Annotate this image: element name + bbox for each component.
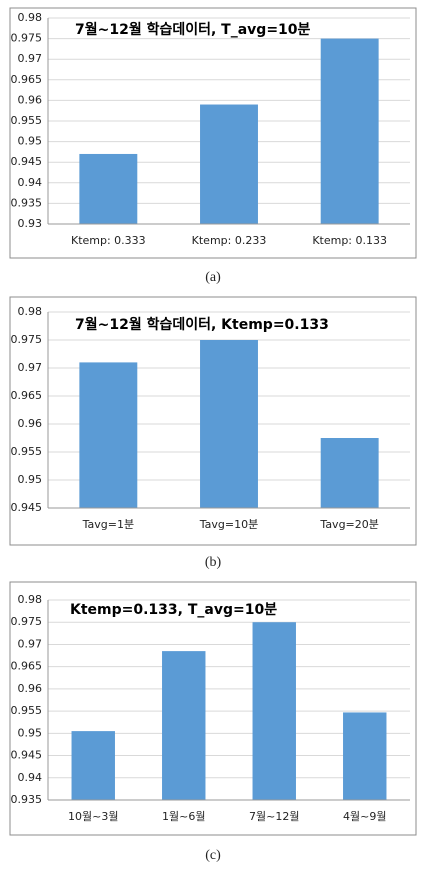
caption: (b) <box>205 555 222 570</box>
y-tick-label: 0.94 <box>18 771 43 784</box>
chart-title: Ktemp=0.133, T_avg=10분 <box>70 602 277 618</box>
bar <box>200 104 258 224</box>
y-tick-label: 0.97 <box>18 52 43 65</box>
x-tick-label: Ktemp: 0.333 <box>71 234 146 247</box>
x-tick-label: 10월~3월 <box>68 810 118 823</box>
bar <box>79 362 138 508</box>
bar <box>252 622 296 800</box>
y-tick-label: 0.955 <box>11 704 43 717</box>
x-tick-label: 1월~6월 <box>162 810 205 823</box>
y-tick-label: 0.945 <box>11 749 43 762</box>
x-tick-label: Ktemp: 0.133 <box>312 234 387 247</box>
chart-border <box>9 296 417 546</box>
x-tick-label: 4월~9월 <box>343 810 386 823</box>
y-tick-label: 0.95 <box>18 135 43 148</box>
y-tick-label: 0.94 <box>18 176 43 189</box>
y-tick-label: 0.935 <box>11 196 43 209</box>
y-tick-label: 0.96 <box>18 682 43 695</box>
chart-border <box>9 581 417 836</box>
y-tick-label: 0.97 <box>18 637 43 650</box>
bar <box>320 438 379 508</box>
y-tick-label: 0.945 <box>11 501 43 514</box>
y-tick-label: 0.955 <box>11 445 43 458</box>
y-tick-label: 0.965 <box>11 660 43 673</box>
y-tick-label: 0.96 <box>18 93 43 106</box>
y-tick-label: 0.98 <box>18 305 43 318</box>
x-tick-label: Ktemp: 0.233 <box>192 234 267 247</box>
y-tick-label: 0.95 <box>18 726 43 739</box>
y-tick-label: 0.965 <box>11 73 43 86</box>
y-tick-label: 0.98 <box>18 593 43 606</box>
y-tick-label: 0.955 <box>11 114 43 127</box>
y-tick-label: 0.98 <box>18 11 43 24</box>
x-tick-label: 7월~12월 <box>249 810 299 823</box>
caption: (a) <box>205 270 221 285</box>
y-tick-label: 0.93 <box>18 217 43 230</box>
chart-title: 7월~12월 학습데이터, T_avg=10분 <box>75 21 311 38</box>
bar <box>162 651 206 800</box>
caption: (c) <box>205 848 221 863</box>
x-tick-label: Tavg=10분 <box>199 518 258 531</box>
y-tick-label: 0.95 <box>18 473 43 486</box>
chart-border <box>9 7 417 259</box>
y-tick-label: 0.975 <box>11 32 43 45</box>
y-tick-label: 0.975 <box>11 333 43 346</box>
y-tick-label: 0.97 <box>18 361 43 374</box>
bar <box>200 340 258 508</box>
y-tick-label: 0.935 <box>11 793 43 806</box>
y-tick-label: 0.965 <box>11 389 43 402</box>
chart-title: 7월~12월 학습데이터, Ktemp=0.133 <box>75 316 329 333</box>
bar <box>320 38 379 224</box>
x-tick-label: Tavg=1분 <box>82 518 134 531</box>
bar <box>79 153 138 224</box>
y-tick-label: 0.945 <box>11 155 43 168</box>
y-tick-label: 0.96 <box>18 417 43 430</box>
y-tick-label: 0.975 <box>11 615 43 628</box>
bar <box>343 712 387 800</box>
bar <box>71 731 115 800</box>
x-tick-label: Tavg=20분 <box>319 518 378 531</box>
